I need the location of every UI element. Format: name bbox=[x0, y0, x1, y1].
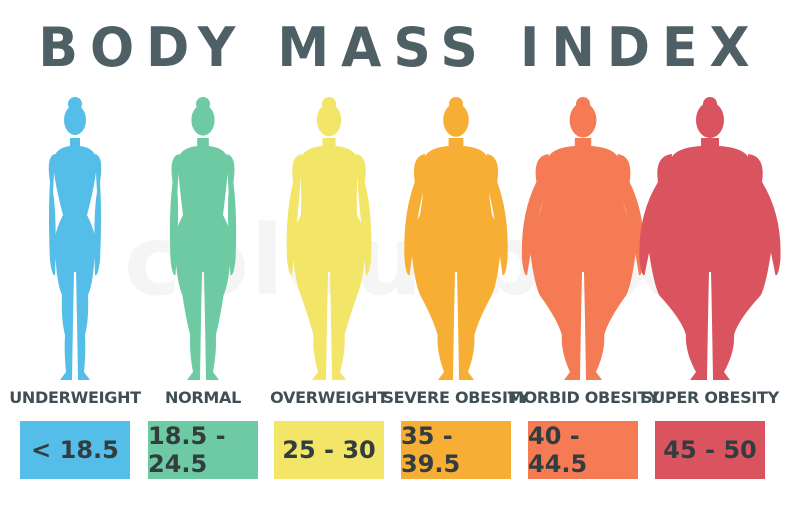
range-box-underweight: < 18.5 bbox=[20, 421, 130, 479]
head bbox=[696, 102, 724, 138]
left-arm bbox=[48, 154, 56, 276]
range-value: 18.5 - 24.5 bbox=[148, 422, 226, 478]
range-box-severe-obesity: 35 - 39.5 bbox=[401, 421, 511, 479]
range-value: < 18.5 bbox=[31, 436, 119, 464]
torso-and-legs bbox=[529, 138, 637, 380]
page-title: BODY MASS INDEX bbox=[38, 16, 762, 80]
category-label-severe-obesity: SEVERE OBESITY bbox=[382, 388, 530, 407]
torso-and-legs bbox=[410, 138, 502, 380]
right-arm bbox=[94, 154, 102, 276]
range-box-super-obesity: 45 - 50 bbox=[655, 421, 765, 479]
right-arm bbox=[486, 154, 508, 276]
category-label-super-obesity: SUPER OBESITY bbox=[641, 388, 779, 407]
range-box-overweight: 25 - 30 bbox=[274, 421, 384, 479]
left-arm bbox=[639, 154, 672, 276]
torso-and-legs bbox=[174, 138, 232, 380]
left-arm bbox=[521, 154, 549, 276]
head bbox=[191, 104, 215, 136]
torso-and-legs bbox=[291, 138, 367, 380]
category-label-normal: NORMAL bbox=[164, 388, 241, 407]
category-label-morbid-obesity: MORBID OBESITY bbox=[508, 388, 660, 407]
body-silhouette-overweight bbox=[286, 97, 372, 380]
body-silhouette-morbid-obesity bbox=[521, 97, 645, 380]
left-arm bbox=[404, 154, 426, 276]
right-arm bbox=[617, 154, 645, 276]
body-silhouette-super-obesity bbox=[639, 97, 781, 380]
body-silhouette-severe-obesity bbox=[404, 97, 508, 380]
category-label-underweight: UNDERWEIGHT bbox=[9, 388, 141, 407]
range-value: 45 - 50 bbox=[663, 436, 757, 464]
figures-illustration bbox=[48, 97, 781, 380]
body-silhouette-normal bbox=[169, 97, 237, 380]
range-value: 25 - 30 bbox=[282, 436, 376, 464]
body-silhouette-underweight bbox=[48, 97, 102, 380]
left-arm bbox=[286, 154, 302, 276]
head bbox=[443, 103, 469, 137]
head bbox=[569, 102, 597, 138]
head bbox=[64, 105, 86, 135]
head bbox=[316, 103, 342, 137]
range-value: 35 - 39.5 bbox=[401, 422, 461, 478]
right-arm bbox=[226, 154, 237, 276]
category-label-overweight: OVERWEIGHT bbox=[270, 388, 388, 407]
range-box-normal: 18.5 - 24.5 bbox=[148, 421, 258, 479]
range-box-morbid-obesity: 40 - 44.5 bbox=[528, 421, 638, 479]
right-arm bbox=[748, 154, 781, 276]
right-arm bbox=[356, 154, 372, 276]
torso-and-legs bbox=[647, 138, 773, 380]
left-arm bbox=[169, 154, 180, 276]
torso-and-legs bbox=[53, 138, 97, 380]
range-value: 40 - 44.5 bbox=[528, 422, 588, 478]
